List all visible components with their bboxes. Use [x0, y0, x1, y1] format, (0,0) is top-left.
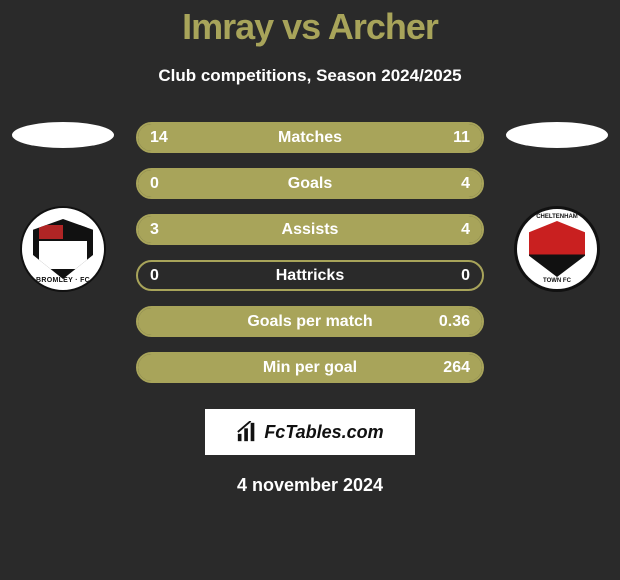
stat-label: Min per goal — [263, 359, 357, 377]
stat-value-right: 11 — [453, 129, 470, 147]
logo-text: FcTables.com — [264, 422, 383, 443]
left-badge-text: BROMLEY · FC — [22, 277, 104, 284]
right-club-badge: CHELTENHAM TOWN FC — [514, 206, 600, 292]
source-logo: FcTables.com — [205, 409, 415, 455]
stats-column: 14 Matches 11 0 Goals 4 3 Assists 4 0 Hattricks 0 Go… — [118, 122, 502, 383]
right-badge-text-bottom: TOWN FC — [517, 278, 597, 284]
stat-label: Matches — [278, 129, 342, 147]
stat-value-right: 264 — [443, 359, 470, 377]
stat-bar: 0 Goals 4 — [136, 168, 484, 199]
date-line: 4 november 2024 — [0, 475, 620, 496]
left-club-badge: BROMLEY · FC — [20, 206, 106, 292]
stat-label: Assists — [282, 221, 339, 239]
stat-fill-left — [138, 216, 286, 243]
stat-value-left: 0 — [150, 267, 159, 285]
stat-bar: Goals per match 0.36 — [136, 306, 484, 337]
stat-value-left: 14 — [150, 129, 168, 147]
stat-bar: Min per goal 264 — [136, 352, 484, 383]
right-column: CHELTENHAM TOWN FC — [502, 122, 612, 292]
stat-value-right: 4 — [461, 175, 470, 193]
stat-bar: 0 Hattricks 0 — [136, 260, 484, 291]
infographic-root: Imray vs Archer Club competitions, Seaso… — [0, 0, 620, 580]
stat-value-right: 4 — [461, 221, 470, 239]
right-badge-text-top: CHELTENHAM — [517, 214, 597, 220]
stat-value-left: 0 — [150, 175, 159, 193]
main-row: BROMLEY · FC 14 Matches 11 0 Goals 4 3 Assists 4… — [0, 122, 620, 383]
stat-value-left: 3 — [150, 221, 159, 239]
left-column: BROMLEY · FC — [8, 122, 118, 292]
right-flag-icon — [506, 122, 608, 148]
left-flag-icon — [12, 122, 114, 148]
stat-value-right: 0 — [461, 267, 470, 285]
shield-icon — [529, 221, 585, 277]
subtitle: Club competitions, Season 2024/2025 — [0, 66, 620, 86]
stat-value-right: 0.36 — [439, 313, 470, 331]
shield-icon — [33, 219, 93, 279]
stat-bar: 3 Assists 4 — [136, 214, 484, 245]
bar-chart-icon — [236, 421, 258, 443]
stat-bar: 14 Matches 11 — [136, 122, 484, 153]
stat-label: Goals — [288, 175, 332, 193]
stat-label: Hattricks — [276, 267, 344, 285]
stat-label: Goals per match — [247, 313, 372, 331]
page-title: Imray vs Archer — [0, 6, 620, 48]
